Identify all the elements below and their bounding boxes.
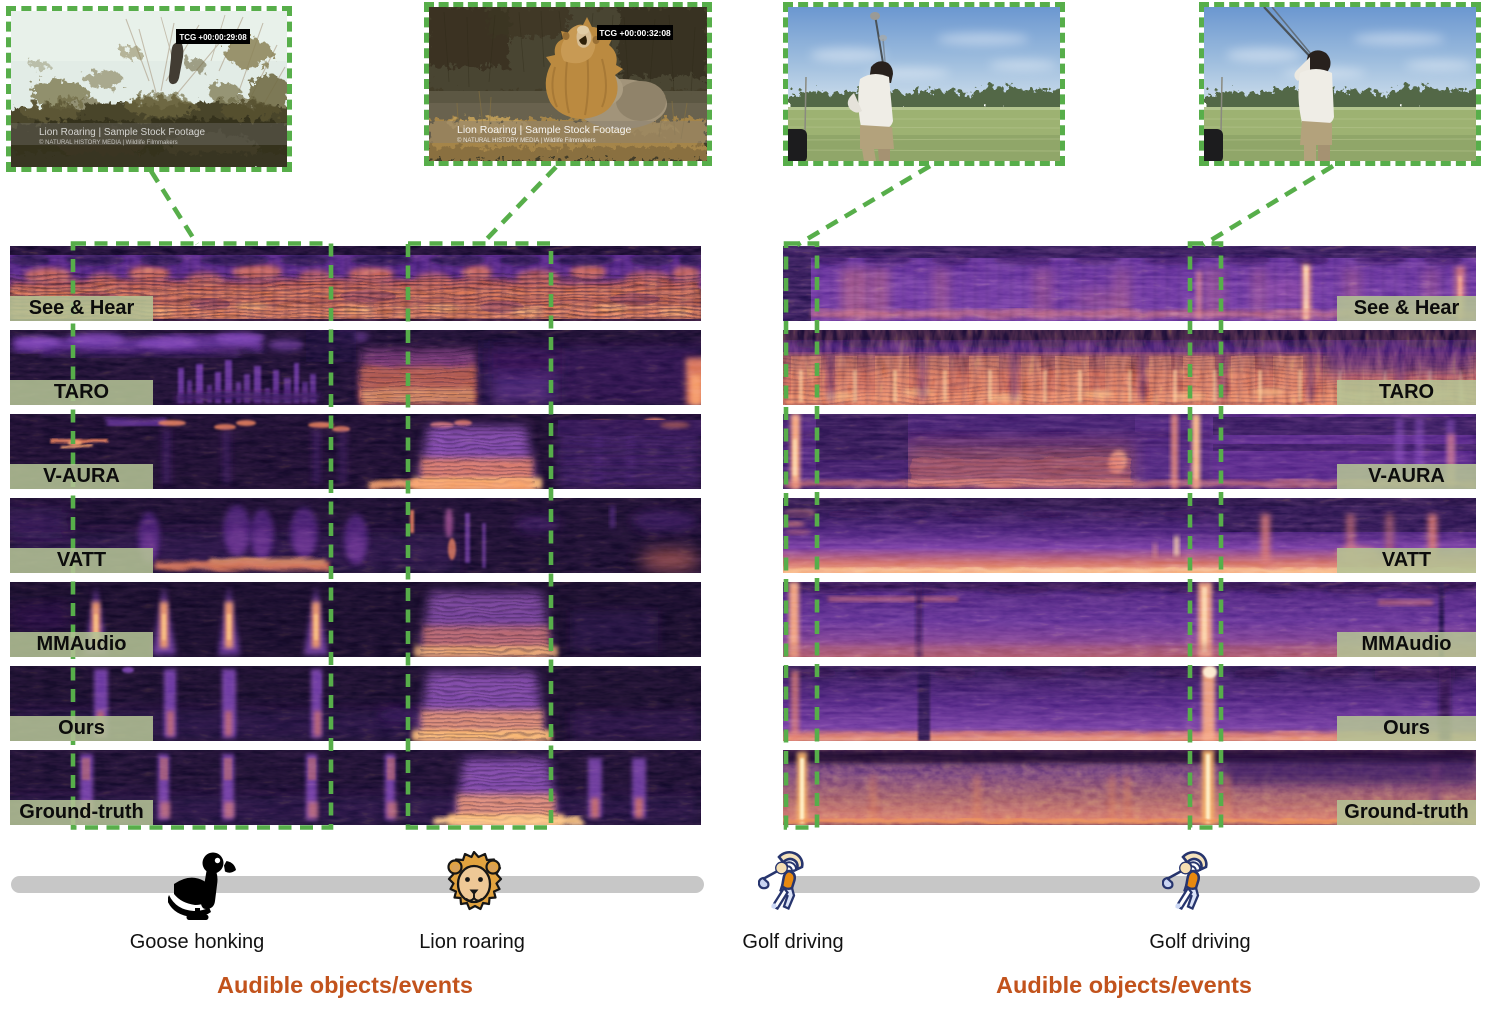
svg-text:© NATURAL HISTORY MEDIA | Wild: © NATURAL HISTORY MEDIA | Wildlife Filmm…	[39, 139, 178, 146]
svg-text:Lion Roaring | Sample Stock Fo: Lion Roaring | Sample Stock Footage	[457, 124, 631, 136]
svg-text:TCG +00:00:32:08: TCG +00:00:32:08	[599, 28, 671, 38]
svg-text:TCG +00:00:29:08: TCG +00:00:29:08	[179, 33, 247, 42]
svg-text:© NATURAL HISTORY MEDIA | Wild: © NATURAL HISTORY MEDIA | Wildlife Filmm…	[457, 137, 596, 144]
svg-text:Lion Roaring | Sample Stock Fo: Lion Roaring | Sample Stock Footage	[39, 127, 205, 138]
